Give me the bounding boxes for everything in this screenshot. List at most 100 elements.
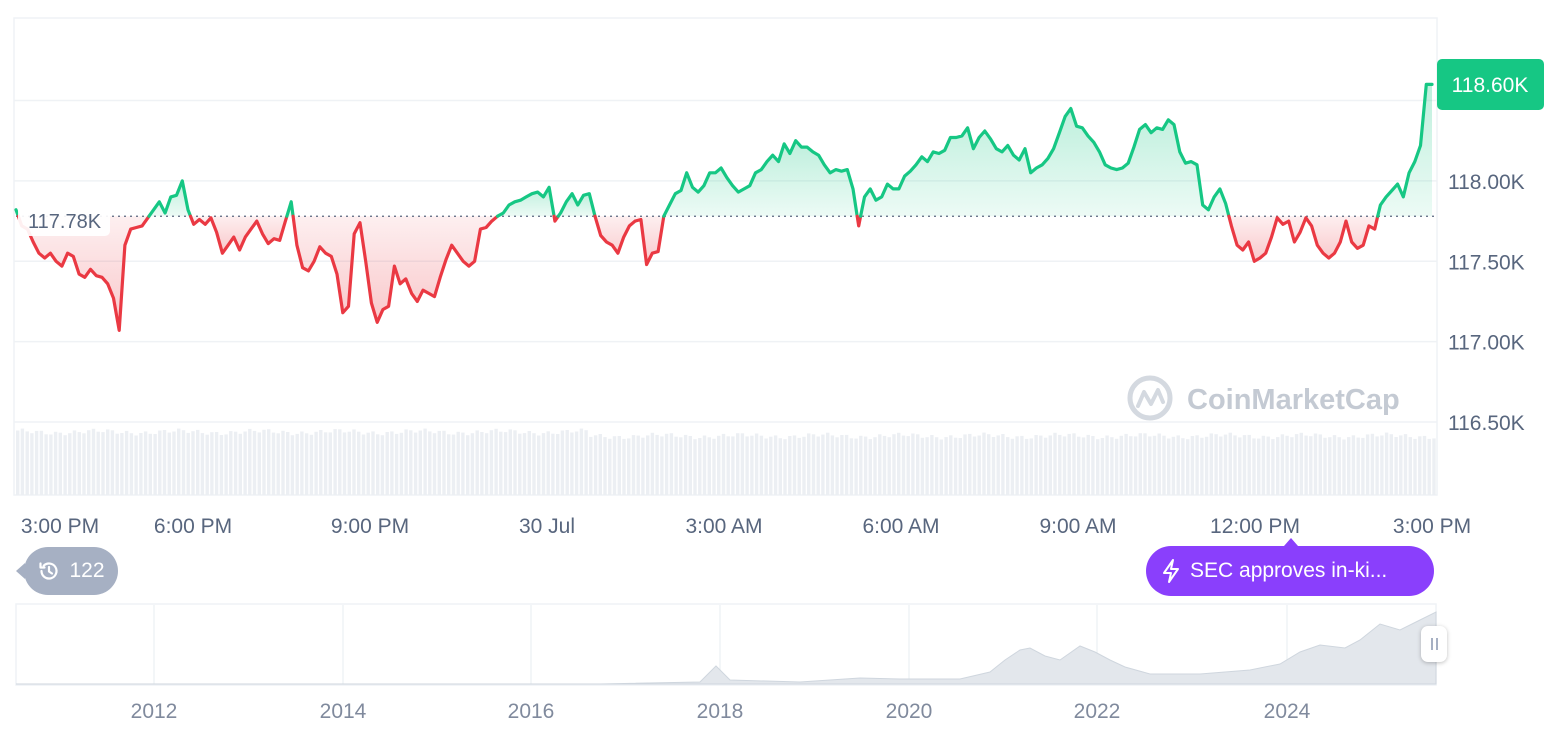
news-event-text: SEC approves in-ki... bbox=[1190, 559, 1388, 582]
volume-bar bbox=[518, 433, 522, 495]
overview-tick-label: 2020 bbox=[886, 700, 933, 723]
line-segment-up bbox=[147, 179, 193, 218]
line-segment-down bbox=[16, 214, 151, 332]
x-tick-label: 9:00 AM bbox=[1039, 515, 1116, 538]
volume-bar bbox=[1001, 434, 1005, 495]
volume-bar bbox=[30, 433, 34, 495]
volume-bar bbox=[456, 431, 460, 495]
volume-bar bbox=[196, 429, 200, 495]
baseline-label-text: 117.78K bbox=[28, 211, 102, 233]
volume-bar bbox=[1029, 438, 1033, 495]
volume-bar bbox=[811, 434, 816, 495]
volume-bar bbox=[347, 431, 351, 495]
volume-bar bbox=[494, 428, 498, 495]
volume-bar bbox=[982, 432, 986, 495]
volume-bar bbox=[394, 433, 399, 495]
overview-tick-label: 2018 bbox=[697, 700, 744, 723]
volume-bar bbox=[399, 432, 404, 495]
volume-bar bbox=[1318, 434, 1322, 495]
volume-bar bbox=[721, 433, 726, 495]
volume-bar bbox=[1228, 432, 1232, 495]
volume-bar bbox=[679, 437, 683, 495]
volume-bar bbox=[816, 436, 820, 495]
news-event-pill[interactable]: SEC approves in-ki... bbox=[1146, 546, 1434, 596]
volume-bar bbox=[736, 433, 740, 495]
volume-bar bbox=[1299, 432, 1303, 495]
volume-bar bbox=[920, 437, 925, 495]
volume-bar bbox=[323, 432, 328, 495]
volume-bar bbox=[413, 432, 418, 495]
volume-bar bbox=[863, 436, 868, 495]
navigator-drag-handle[interactable] bbox=[1421, 626, 1447, 662]
volume-bar bbox=[442, 430, 446, 495]
volume-bar bbox=[480, 432, 484, 495]
volume-bar bbox=[560, 430, 565, 495]
y-tick-label: 117.00K bbox=[1448, 332, 1525, 355]
volume-bar bbox=[807, 433, 811, 495]
volume-bar bbox=[1280, 434, 1285, 495]
volume-bar bbox=[608, 438, 612, 495]
volume-bar bbox=[143, 431, 148, 495]
volume-bar bbox=[589, 436, 593, 495]
x-tick-label: 3:00 PM bbox=[1393, 515, 1471, 538]
volume-bar bbox=[110, 430, 115, 495]
history-badge[interactable]: 122 bbox=[16, 547, 118, 595]
volume-bar bbox=[1266, 436, 1270, 495]
volume-bar bbox=[778, 438, 782, 495]
volume-bar bbox=[532, 433, 536, 495]
volume-bar bbox=[404, 429, 408, 495]
volume-bar bbox=[238, 433, 242, 495]
volume-bar bbox=[124, 430, 129, 495]
volume-bar bbox=[916, 434, 920, 495]
volume-bar bbox=[162, 430, 167, 495]
volume-bar bbox=[224, 434, 228, 495]
volume-bar bbox=[693, 439, 697, 495]
volume-bar bbox=[953, 437, 958, 495]
volume-bar bbox=[200, 433, 205, 495]
volume-bar bbox=[1389, 434, 1393, 495]
volume-bar bbox=[328, 432, 332, 495]
volume-bar bbox=[1152, 435, 1157, 495]
volume-bar bbox=[901, 435, 906, 495]
volume-bar bbox=[551, 433, 555, 495]
volume-bar bbox=[1086, 434, 1090, 495]
volume-bar bbox=[20, 428, 25, 495]
volume-bar bbox=[617, 436, 621, 495]
volume-bar bbox=[769, 436, 773, 495]
volume-bar bbox=[1394, 437, 1398, 495]
x-tick-label: 12:00 PM bbox=[1210, 515, 1300, 538]
volume-bar bbox=[792, 435, 797, 495]
volume-bar bbox=[1195, 435, 1199, 495]
volume-bar bbox=[873, 437, 877, 495]
volume-bar bbox=[205, 434, 209, 495]
volume-bar bbox=[1365, 434, 1370, 495]
volume-bar bbox=[930, 435, 934, 495]
volume-bar bbox=[949, 435, 953, 495]
volume-bar bbox=[290, 435, 295, 495]
volume-bar bbox=[1252, 438, 1256, 495]
volume-bar bbox=[219, 435, 224, 495]
volume-bar bbox=[177, 428, 181, 495]
volume-bar bbox=[120, 433, 124, 495]
volume-bar bbox=[570, 432, 574, 495]
volume-bar bbox=[1053, 432, 1057, 495]
volume-bar bbox=[944, 437, 948, 495]
volume-bar bbox=[257, 432, 261, 495]
volume-bar bbox=[1119, 435, 1123, 495]
volume-bar bbox=[1091, 436, 1095, 495]
volume-bar bbox=[432, 433, 437, 495]
volume-bar bbox=[1238, 437, 1242, 495]
volume-bar bbox=[96, 431, 100, 495]
volume-bar bbox=[1294, 434, 1299, 495]
volume-bars bbox=[16, 428, 1436, 495]
overview-navigator[interactable]: 2012 2014 2016 2018 2020 2022 2024 bbox=[15, 603, 1437, 723]
volume-bar bbox=[556, 434, 560, 495]
area-fill-down bbox=[293, 216, 498, 323]
volume-bar bbox=[1133, 436, 1138, 495]
volume-bar bbox=[1015, 436, 1019, 495]
volume-bar bbox=[167, 432, 171, 495]
volume-bar bbox=[44, 434, 48, 495]
x-axis: 3:00 PM 6:00 PM 9:00 PM 30 Jul 3:00 AM 6:00 A… bbox=[21, 515, 1471, 538]
volume-bar bbox=[248, 428, 252, 495]
